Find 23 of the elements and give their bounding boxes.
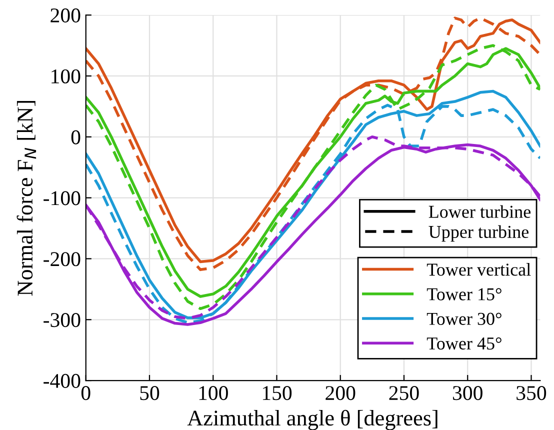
x-tick-label: 50 (140, 386, 160, 400)
annotation: Lower turbine (428, 205, 530, 218)
x-tick-label: 0 (81, 386, 90, 400)
legend-label: Tower 30° (426, 312, 502, 325)
annotation: Upper turbine (428, 225, 528, 242)
x-tick-label: 150 (262, 386, 292, 400)
y-tick-label: -400 (44, 374, 80, 388)
y-tick-label: -300 (44, 313, 80, 328)
x-tick-label: 350 (516, 386, 546, 400)
y-tick-label: 200 (50, 8, 80, 22)
y-tick-label: 100 (52, 69, 80, 84)
x-tick-label: 300 (452, 386, 482, 400)
legend-label: Tower vertical (426, 263, 531, 276)
x-tick-label: 250 (389, 386, 419, 400)
y-tick-label: 0 (71, 130, 80, 144)
x-axis-title: Azimuthal angle θ [degrees] (187, 410, 438, 430)
y-tick-label: -200 (44, 252, 80, 266)
legend-label: Tower 45° (426, 337, 502, 350)
x-tick-label: 200 (326, 386, 356, 400)
y-axis-title: Normal force F$_{N}$ [kN] (16, 101, 36, 296)
legend-label: Tower 15° (426, 288, 502, 300)
x-tick-label: 100 (199, 386, 228, 400)
y-tick-label: -100 (44, 191, 80, 206)
